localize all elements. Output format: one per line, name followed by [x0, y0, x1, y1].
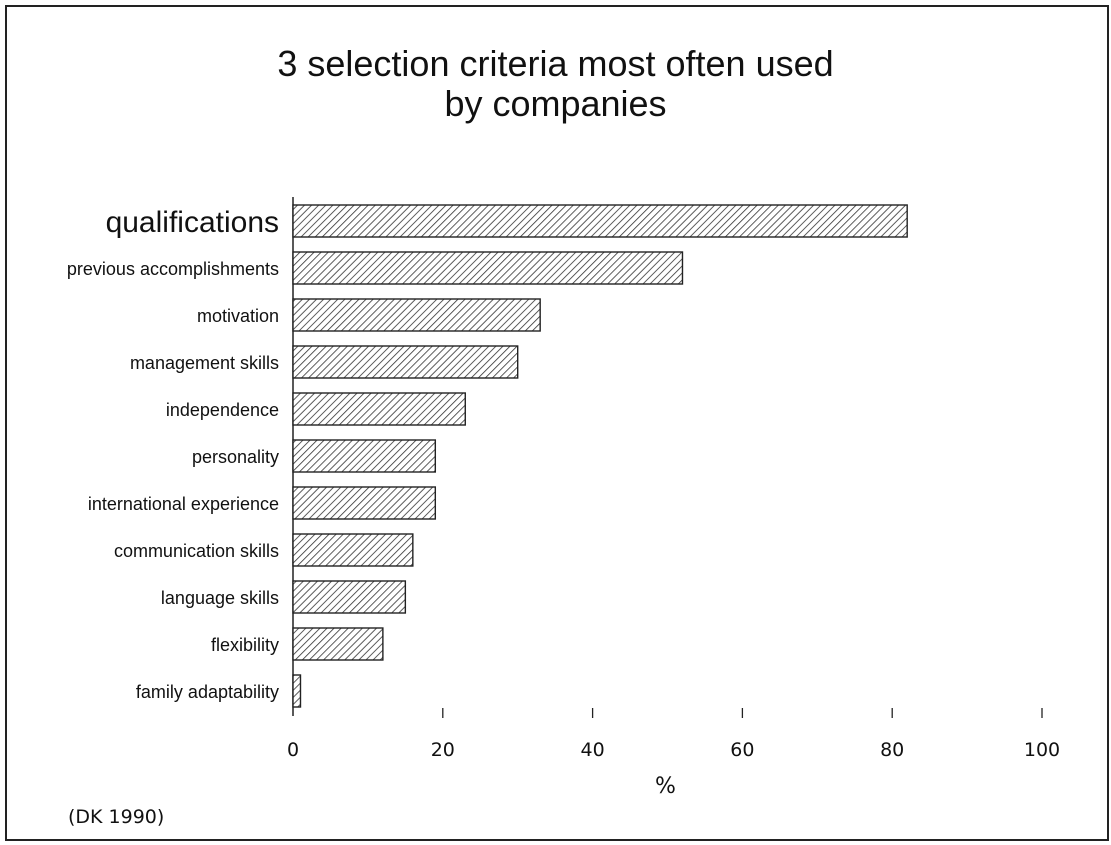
bars	[293, 205, 907, 707]
x-tick-label: 60	[730, 739, 754, 761]
bar-qualifications	[293, 205, 907, 237]
bar-previous-accomplishments	[293, 252, 682, 284]
category-labels: qualifications previous accomplishments mo…	[67, 206, 279, 702]
bar-family-adaptability	[293, 675, 300, 707]
bar-independence	[293, 393, 465, 425]
category-label: qualifications	[106, 206, 279, 239]
x-tick-label: 80	[880, 739, 904, 761]
category-label: family adaptability	[136, 682, 279, 702]
bar-communication-skills	[293, 534, 413, 566]
category-label: personality	[192, 447, 279, 467]
x-tick-label: 0	[287, 739, 299, 761]
x-axis: 0 20 40 60 80 100%	[287, 708, 1060, 799]
source-note: (DK 1990)	[68, 806, 164, 828]
bar-international-experience	[293, 487, 435, 519]
category-label: previous accomplishments	[67, 259, 279, 279]
category-label: motivation	[197, 306, 279, 326]
category-label: flexibility	[211, 635, 279, 655]
x-tick-label: 40	[581, 739, 605, 761]
category-label: communication skills	[114, 541, 279, 561]
x-tick-label: 20	[431, 739, 455, 761]
x-tick-label: 100	[1024, 739, 1060, 761]
category-label: language skills	[161, 588, 279, 608]
bar-motivation	[293, 299, 540, 331]
bar-personality	[293, 440, 435, 472]
bar-management-skills	[293, 346, 518, 378]
x-axis-title: %	[655, 774, 676, 799]
bar-language-skills	[293, 581, 405, 613]
bar-flexibility	[293, 628, 383, 660]
category-label: management skills	[130, 353, 279, 373]
category-label: international experience	[88, 494, 279, 514]
category-label: independence	[166, 400, 279, 420]
